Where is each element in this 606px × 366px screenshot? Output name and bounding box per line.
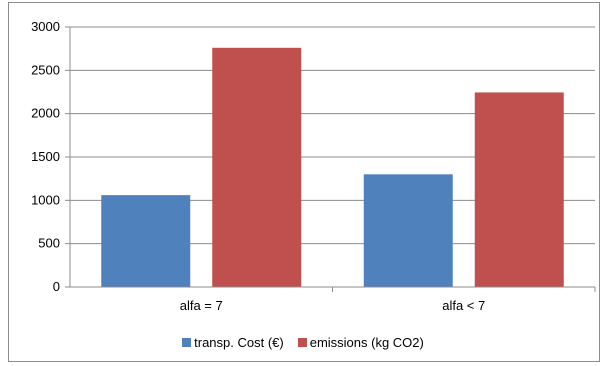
y-tick-label-1500: 1500 [31, 149, 60, 164]
x-category-label-1: alfa = 7 [180, 298, 223, 313]
legend-item-emissions: emissions (kg CO2) [297, 335, 424, 350]
y-tick-label-0: 0 [53, 279, 60, 294]
legend-swatch-emissions [297, 338, 307, 347]
bar-transp-cost-2 [363, 174, 453, 287]
x-category-label-2: alfa < 7 [442, 298, 485, 313]
y-tick-label-2500: 2500 [31, 62, 60, 77]
bar-transp-cost-1 [101, 195, 191, 287]
legend-item-transp-cost: transp. Cost (€) [182, 335, 284, 350]
y-tick-label-3000: 3000 [31, 19, 60, 34]
y-tick-label-1000: 1000 [31, 192, 60, 207]
legend: transp. Cost (€) emissions (kg CO2) [0, 335, 606, 350]
y-tick-label-500: 500 [38, 236, 60, 251]
legend-label-emissions: emissions (kg CO2) [309, 335, 424, 350]
legend-label-transp-cost: transp. Cost (€) [194, 335, 284, 350]
bar-emissions-2 [474, 92, 564, 287]
bar-emissions-1 [212, 47, 302, 287]
y-tick-label-2000: 2000 [31, 106, 60, 121]
legend-swatch-transp-cost [182, 338, 192, 347]
